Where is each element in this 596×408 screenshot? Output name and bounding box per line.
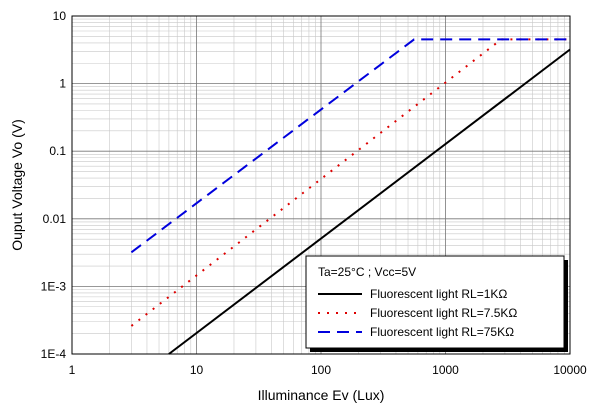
x-tick-label: 10: [190, 363, 204, 377]
series-line-solid: [168, 48, 571, 355]
x-tick-label: 1000: [432, 363, 459, 377]
series-line-dashed: [130, 38, 570, 254]
y-tick-label: 10: [53, 9, 67, 23]
x-axis-ticks: 1 10 100 1000 10000: [69, 363, 587, 377]
y-axis-ticks: 1E-4 1E-3 0.01 0.1 1 10: [41, 9, 67, 361]
plot-area-frame: [71, 15, 571, 355]
legend-title: Ta=25°C ; Vcc=5V: [318, 265, 416, 279]
legend-entries: Fluorescent light RL=1KΩ Fluorescent ligh…: [318, 287, 517, 339]
x-tick-label: 10000: [553, 363, 587, 377]
x-axis-label: Illuminance Ev (Lux): [258, 387, 385, 403]
y-tick-label: 1: [59, 77, 66, 91]
x-tick-label: 100: [311, 363, 331, 377]
y-tick-label: 1E-4: [41, 347, 67, 361]
series-lines: [130, 38, 571, 355]
y-axis-label: Ouput Voltage Vo (V): [9, 119, 25, 251]
legend-entry-label: Fluorescent light RL=75KΩ: [370, 325, 514, 339]
x-tick-label: 1: [69, 363, 76, 377]
legend: Ta=25°C ; Vcc=5V Fluorescent light RL=1K…: [305, 255, 568, 352]
y-tick-label: 1E-3: [41, 279, 67, 293]
legend-entry-label: Fluorescent light RL=1KΩ: [370, 287, 507, 301]
y-tick-label: 0.1: [49, 144, 66, 158]
legend-entry-label: Fluorescent light RL=7.5KΩ: [370, 306, 517, 320]
y-tick-label: 0.01: [43, 212, 67, 226]
